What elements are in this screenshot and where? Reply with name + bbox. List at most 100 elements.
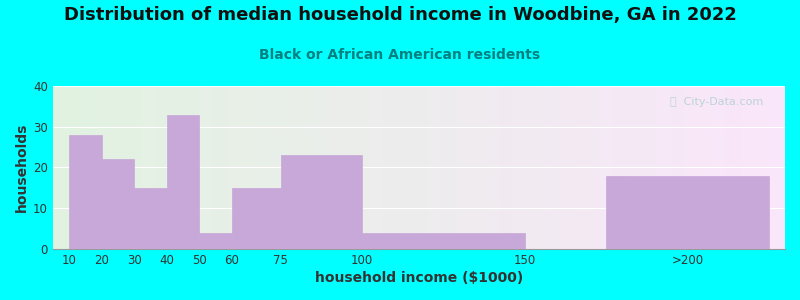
Bar: [648, 86, 650, 249]
Bar: [470, 86, 474, 249]
Bar: [218, 86, 222, 249]
Bar: [508, 86, 510, 249]
Bar: [450, 86, 454, 249]
Bar: [490, 86, 494, 249]
X-axis label: household income ($1000): household income ($1000): [315, 271, 523, 285]
Bar: [122, 86, 124, 249]
Bar: [390, 86, 394, 249]
Bar: [599, 86, 602, 249]
Bar: [550, 86, 554, 249]
Bar: [730, 86, 734, 249]
Bar: [668, 86, 670, 249]
Bar: [356, 86, 359, 249]
Bar: [316, 86, 319, 249]
Bar: [185, 86, 187, 249]
Bar: [485, 86, 487, 249]
Bar: [158, 86, 162, 249]
Bar: [250, 86, 253, 249]
Bar: [662, 86, 665, 249]
Bar: [182, 86, 185, 249]
Bar: [654, 86, 656, 249]
Bar: [522, 86, 525, 249]
Bar: [454, 86, 456, 249]
Bar: [153, 86, 156, 249]
Bar: [757, 86, 759, 249]
Bar: [350, 86, 353, 249]
Bar: [130, 86, 133, 249]
Bar: [410, 86, 414, 249]
Bar: [104, 86, 107, 249]
Bar: [768, 86, 770, 249]
Bar: [462, 86, 465, 249]
Bar: [176, 86, 178, 249]
Bar: [439, 86, 442, 249]
Bar: [568, 86, 570, 249]
Bar: [656, 86, 659, 249]
Bar: [187, 86, 190, 249]
Bar: [267, 86, 270, 249]
Bar: [610, 86, 614, 249]
Bar: [178, 86, 182, 249]
Bar: [319, 86, 322, 249]
Bar: [102, 86, 104, 249]
Bar: [150, 86, 153, 249]
Bar: [594, 86, 596, 249]
Bar: [322, 86, 325, 249]
Bar: [82, 86, 84, 249]
Bar: [759, 86, 762, 249]
Bar: [290, 86, 293, 249]
Bar: [310, 86, 313, 249]
Bar: [245, 86, 247, 249]
Bar: [142, 86, 145, 249]
Bar: [302, 86, 305, 249]
Bar: [642, 86, 645, 249]
Bar: [685, 86, 688, 249]
Bar: [222, 86, 225, 249]
Bar: [422, 86, 425, 249]
Bar: [56, 86, 58, 249]
Bar: [225, 86, 227, 249]
Bar: [750, 86, 754, 249]
Bar: [113, 86, 116, 249]
Bar: [90, 86, 93, 249]
Bar: [162, 86, 165, 249]
Bar: [173, 86, 176, 249]
Bar: [98, 86, 102, 249]
Bar: [545, 86, 548, 249]
Bar: [247, 86, 250, 249]
Bar: [110, 86, 113, 249]
Bar: [339, 86, 342, 249]
Bar: [399, 86, 402, 249]
Bar: [370, 86, 373, 249]
Bar: [782, 86, 785, 249]
Bar: [696, 86, 699, 249]
Bar: [499, 86, 502, 249]
Bar: [694, 86, 696, 249]
Bar: [307, 86, 310, 249]
Bar: [262, 86, 265, 249]
Bar: [739, 86, 742, 249]
Bar: [242, 86, 245, 249]
Bar: [216, 86, 218, 249]
Bar: [590, 86, 594, 249]
Bar: [107, 86, 110, 249]
Bar: [265, 86, 267, 249]
Bar: [124, 86, 127, 249]
Bar: [434, 86, 436, 249]
Bar: [556, 86, 559, 249]
Bar: [502, 86, 505, 249]
Bar: [385, 86, 387, 249]
Bar: [487, 86, 490, 249]
Bar: [519, 86, 522, 249]
Bar: [442, 86, 445, 249]
Bar: [359, 86, 362, 249]
Bar: [78, 86, 82, 249]
Bar: [719, 86, 722, 249]
Bar: [207, 86, 210, 249]
Bar: [602, 86, 605, 249]
Bar: [116, 86, 118, 249]
Bar: [482, 86, 485, 249]
Bar: [534, 86, 536, 249]
Bar: [605, 86, 608, 249]
Bar: [708, 86, 710, 249]
